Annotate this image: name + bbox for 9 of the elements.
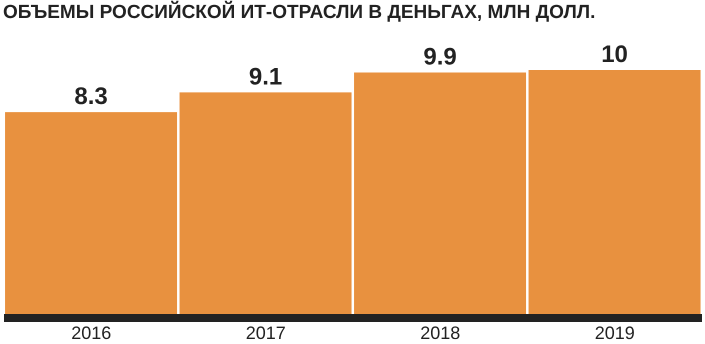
- x-tick-label: 2016: [71, 322, 112, 343]
- data-label: 10: [601, 41, 628, 68]
- data-label: 9.9: [423, 43, 457, 70]
- data-label: 9.1: [248, 63, 282, 90]
- data-label: 8.3: [74, 83, 108, 110]
- x-tick-label: 2017: [246, 322, 286, 343]
- x-tick-label: 2019: [594, 322, 635, 343]
- x-tick-label: 2018: [420, 322, 460, 343]
- chart-title: ОБЪЕМЫ РОССИЙСКОЙ ИТ-ОТРАСЛИ В ДЕНЬГАХ, МЛН ДОЛЛ.: [3, 2, 596, 24]
